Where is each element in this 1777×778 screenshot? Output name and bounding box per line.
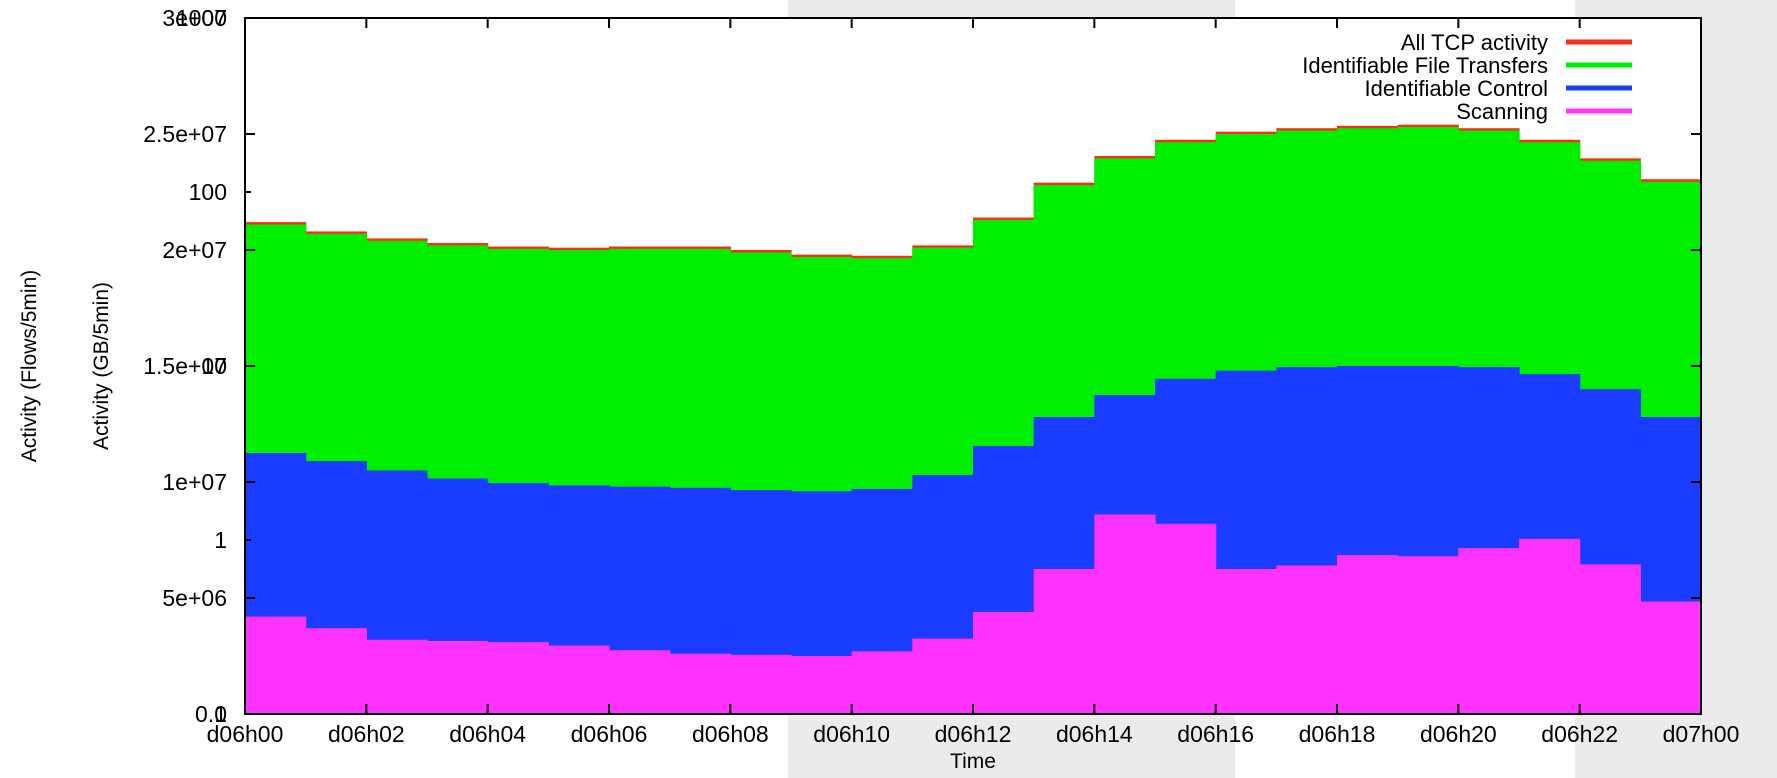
x-tick-label: d06h06 (571, 721, 648, 747)
bar-scanning (1215, 569, 1277, 714)
bar-scanning (1337, 555, 1399, 714)
y-axis-title-left: Activity (Flows/5min) (18, 270, 41, 463)
x-tick-label: d06h04 (449, 721, 526, 747)
x-tick-label: d06h22 (1541, 721, 1618, 747)
bar-scanning (973, 611, 1035, 714)
bar-scanning (487, 642, 549, 714)
bar-scanning (366, 639, 428, 714)
y2-tick-label: 100 (189, 179, 227, 205)
bar-scanning (791, 656, 853, 714)
bar-scanning (851, 651, 913, 714)
y-tick-label: 1.5e+07 (143, 353, 227, 379)
y2-tick-label: 1000 (176, 5, 227, 31)
y2-tick-label: 1 (214, 527, 227, 553)
bar-scanning (1397, 556, 1459, 714)
y-tick-label: 5e+06 (162, 585, 227, 611)
bars-layer (245, 124, 1702, 715)
bar-scanning (1155, 523, 1217, 714)
bar-scanning (245, 616, 307, 714)
y-axis-title-right: Activity (GB/5min) (90, 282, 113, 450)
bar-scanning (1458, 548, 1520, 714)
bar-scanning (912, 638, 974, 714)
legend-label: Identifiable Control (1365, 76, 1548, 101)
bar-scanning (1276, 565, 1338, 714)
y2-tick-label: 0.1 (195, 701, 227, 727)
y-tick-label: 3e+07 (162, 5, 227, 31)
bar-scanning (1033, 569, 1095, 714)
y-tick-label: 1e+07 (162, 469, 227, 495)
bar-scanning (609, 650, 671, 714)
bar-scanning (1579, 564, 1641, 714)
bar-scanning (669, 653, 731, 714)
y-tick-label: 0 (214, 701, 227, 727)
legend-label: Scanning (1456, 99, 1548, 124)
bar-scanning (548, 645, 610, 714)
x-tick-label: d06h00 (207, 721, 284, 747)
bar-scanning (427, 640, 489, 714)
bar-scanning (1094, 514, 1156, 714)
x-tick-label: d06h18 (1299, 721, 1376, 747)
bar-scanning (1519, 538, 1581, 714)
x-tick-label: d06h08 (692, 721, 769, 747)
x-axis-title: Time (950, 750, 996, 773)
y-tick-label: 2e+07 (162, 237, 227, 263)
labels-layer: 0 5e+06 1e+07 1.5e+07 2e+07 2.5e+07 3e+07 0.1 1 1… (143, 5, 1739, 747)
x-tick-label: d07h00 (1663, 721, 1740, 747)
bar-scanning (1640, 601, 1702, 714)
bar-scanning (305, 628, 367, 714)
x-tick-label: d06h16 (1177, 721, 1254, 747)
y2-tick-label: 10 (201, 353, 227, 379)
x-tick-label: d06h20 (1420, 721, 1497, 747)
x-tick-label: d06h12 (935, 721, 1012, 747)
x-tick-label: d06h02 (328, 721, 405, 747)
y-tick-label: 2.5e+07 (143, 121, 227, 147)
ticks-layer (244, 17, 1702, 715)
x-tick-label: d06h10 (813, 721, 890, 747)
legend-label: Identifiable File Transfers (1302, 53, 1548, 78)
legend-label: All TCP activity (1401, 30, 1548, 55)
x-tick-label: d06h14 (1056, 721, 1133, 747)
bar-scanning (730, 654, 792, 714)
